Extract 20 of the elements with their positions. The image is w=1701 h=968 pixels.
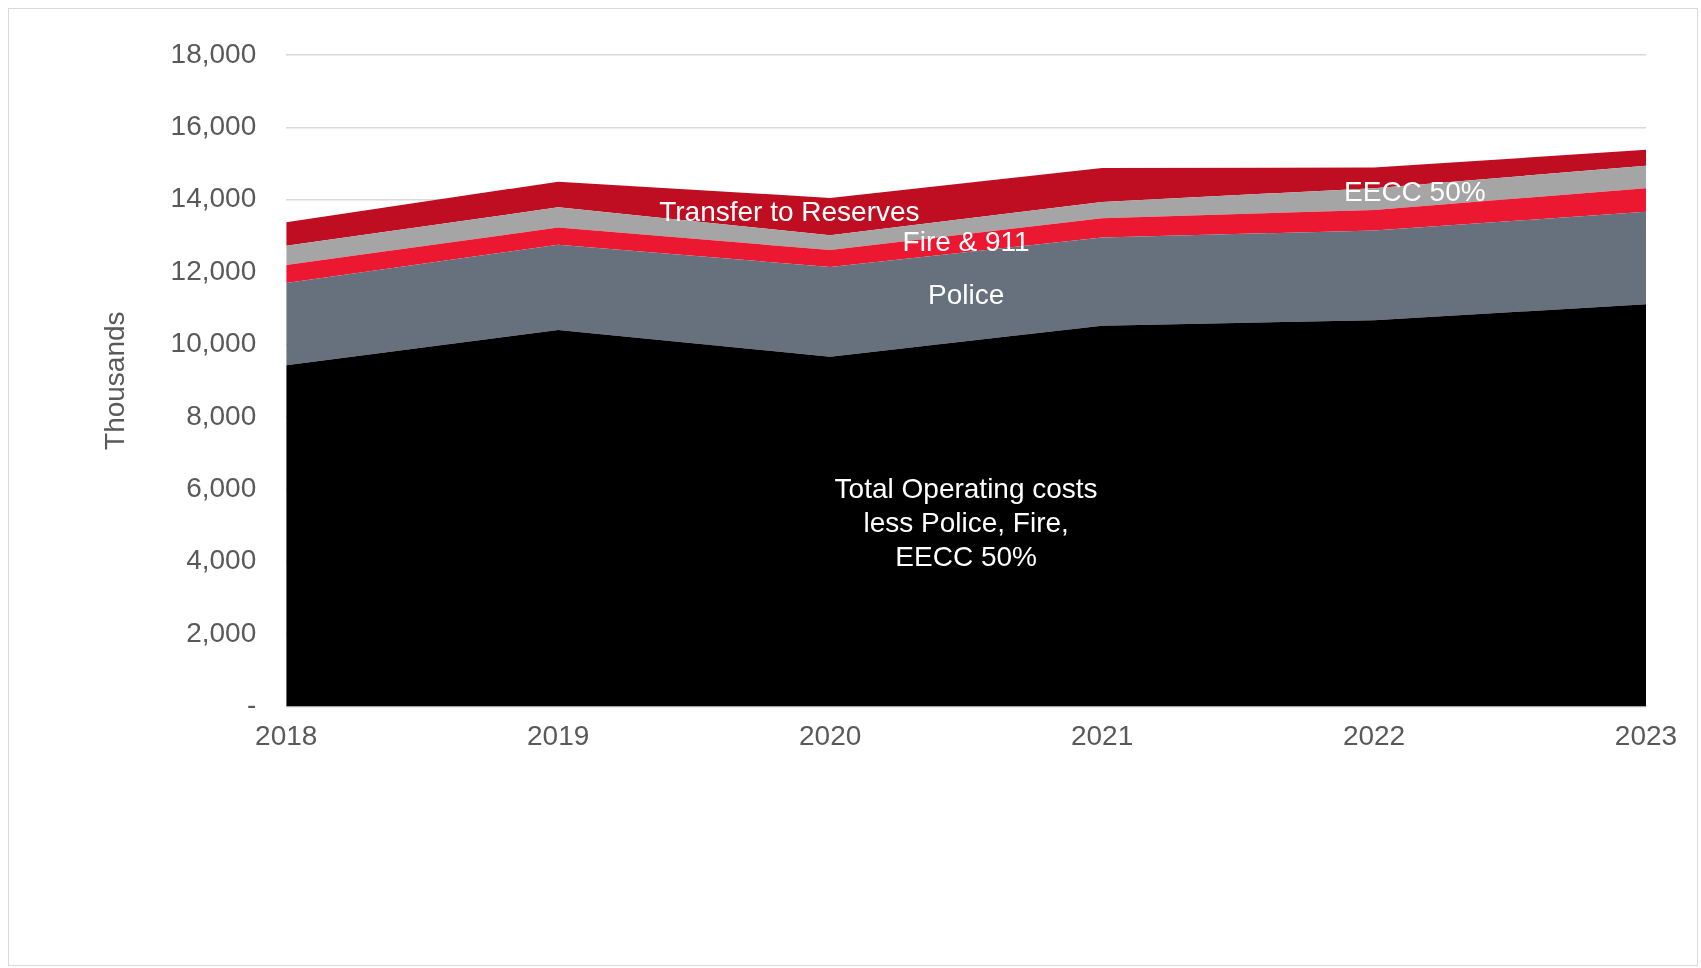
y-tick-label: 10,000 [170, 327, 257, 359]
x-tick-label: 2021 [1070, 719, 1134, 751]
y-tick-label: 6,000 [186, 471, 257, 503]
y-tick-label: 18,000 [170, 37, 257, 69]
y-tick-label: 14,000 [170, 182, 257, 214]
y-tick-label: 16,000 [170, 110, 257, 142]
y-tick-label: - [246, 689, 257, 721]
x-tick-label: 2018 [255, 719, 318, 751]
x-tick-label: 2022 [1342, 719, 1406, 751]
y-axis-title: Thousands [98, 311, 130, 450]
x-tick-label: 2023 [1614, 719, 1678, 751]
y-tick-label: 4,000 [186, 544, 257, 576]
y-tick-label: 8,000 [186, 399, 257, 431]
x-tick-label: 2019 [527, 719, 590, 751]
series-label: Total Operating costs less Police, Fire, EECC 50% [834, 472, 1098, 572]
series-label: Police [927, 279, 1005, 311]
y-tick-label: 2,000 [186, 616, 257, 648]
series-label: Transfer to Reserves [659, 195, 920, 227]
x-tick-label: 2020 [799, 719, 862, 751]
y-tick-label: 12,000 [170, 254, 257, 286]
